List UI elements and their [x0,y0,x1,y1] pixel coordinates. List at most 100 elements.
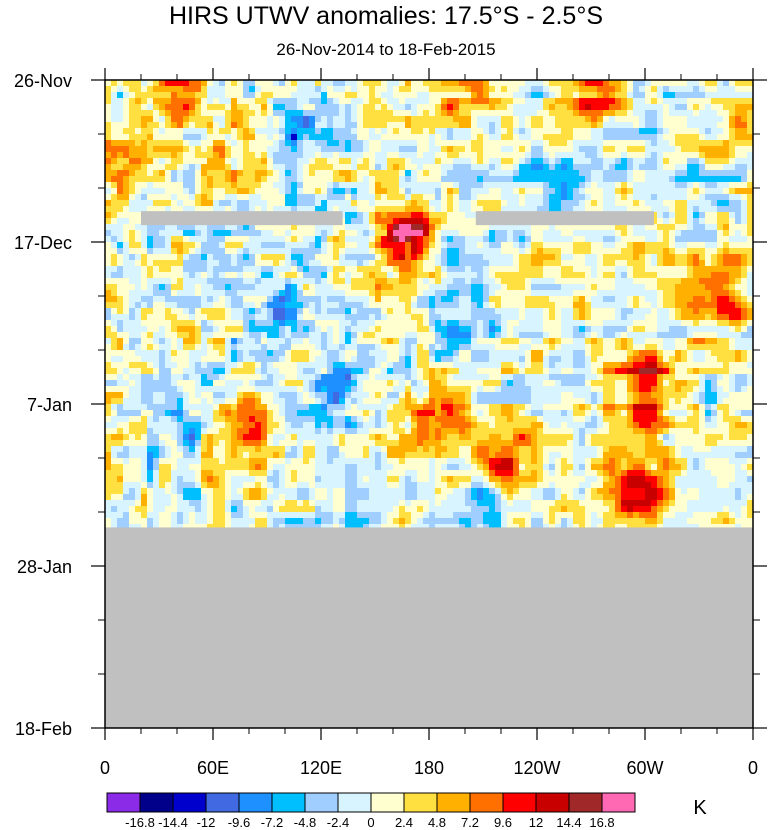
field-cell [117,350,124,357]
field-cell [249,248,256,255]
field-cell [681,242,688,249]
field-cell [243,224,250,231]
field-cell [723,128,730,135]
field-cell [585,116,592,123]
field-cell [735,194,742,201]
field-cell [735,242,742,249]
field-cell [213,128,220,135]
field-cell [135,164,142,171]
field-cell [345,206,352,213]
field-cell [357,230,364,237]
field-cell [387,266,394,273]
field-cell [249,284,256,291]
field-cell [309,254,316,261]
field-cell [717,278,724,285]
field-cell [333,230,340,237]
field-cell [309,140,316,147]
field-cell [207,242,214,249]
field-cell [219,332,226,339]
field-cell [333,152,340,159]
field-cell [129,98,136,105]
field-cell [261,80,268,87]
field-cell [465,182,472,189]
field-cell [591,86,598,93]
field-cell [495,332,502,339]
field-cell [441,320,448,327]
field-cell [117,224,124,231]
field-cell [219,260,226,267]
field-cell [591,326,598,333]
field-cell [315,332,322,339]
field-cell [729,158,736,165]
field-cell [171,242,178,249]
field-cell [513,104,520,111]
field-cell [621,248,628,255]
field-cell [609,302,616,309]
field-cell [645,128,652,135]
field-cell [177,254,184,261]
field-cell [501,320,508,327]
field-cell [441,128,448,135]
field-cell [543,188,550,195]
field-cell [141,176,148,183]
field-cell [123,332,130,339]
field-cell [459,158,466,165]
field-cell [405,314,412,321]
field-cell [261,92,268,99]
field-cell [453,92,460,99]
field-cell [567,206,574,213]
field-cell [549,260,556,267]
field-cell [441,170,448,177]
field-cell [663,170,670,177]
field-cell [261,254,268,261]
field-cell [729,290,736,297]
field-cell [387,158,394,165]
field-cell [447,296,454,303]
field-cell [321,200,328,207]
field-cell [231,344,238,351]
field-cell [663,272,670,279]
field-cell [123,110,130,117]
field-cell [321,302,328,309]
field-cell [411,140,418,147]
field-cell [375,194,382,201]
field-cell [675,86,682,93]
field-cell [699,110,706,117]
field-cell [363,110,370,117]
field-cell [375,140,382,147]
field-cell [177,80,184,87]
field-cell [417,212,424,219]
field-cell [531,266,538,273]
field-cell [537,290,544,297]
field-cell [567,296,574,303]
field-cell [669,152,676,159]
field-cell [429,152,436,159]
field-cell [363,326,370,333]
field-cell [171,92,178,99]
field-cell [279,296,286,303]
field-cell [495,104,502,111]
field-cell [441,266,448,273]
field-cell [705,218,712,225]
field-cell [429,158,436,165]
field-cell [411,218,418,225]
field-cell [201,104,208,111]
field-cell [633,92,640,99]
field-cell [213,326,220,333]
field-cell [201,170,208,177]
field-cell [513,260,520,267]
field-cell [519,302,526,309]
field-cell [651,230,658,237]
field-cell [255,122,262,129]
field-cell [165,206,172,213]
field-cell [411,290,418,297]
field-cell [411,308,418,315]
field-cell [747,350,754,357]
field-cell [555,98,562,105]
field-cell [135,350,142,357]
field-cell [405,152,412,159]
field-cell [477,182,484,189]
field-cell [585,344,592,351]
field-cell [537,338,544,345]
field-cell [459,248,466,255]
